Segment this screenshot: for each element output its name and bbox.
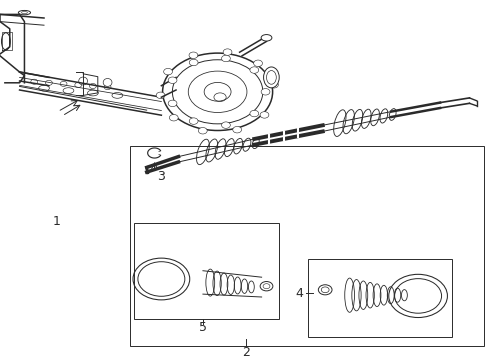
Ellipse shape [79,77,87,85]
Circle shape [89,84,96,89]
Ellipse shape [263,67,279,88]
Circle shape [45,80,52,85]
Circle shape [156,92,164,99]
Circle shape [189,52,198,58]
Circle shape [221,55,230,62]
Text: 1: 1 [52,215,60,228]
Circle shape [168,100,177,107]
Ellipse shape [87,90,98,96]
Text: 2: 2 [242,346,249,359]
Bar [134,223,278,319]
Ellipse shape [39,85,49,91]
Bar [307,259,451,337]
Circle shape [253,60,262,67]
Circle shape [189,118,198,124]
Circle shape [232,126,241,133]
Ellipse shape [261,35,271,41]
Text: 3: 3 [157,170,165,183]
Ellipse shape [112,93,122,98]
Circle shape [198,127,207,134]
Ellipse shape [103,78,112,86]
Circle shape [31,79,38,84]
Circle shape [168,77,177,84]
Ellipse shape [63,88,74,94]
Circle shape [249,67,258,73]
Circle shape [169,114,178,121]
Circle shape [260,112,268,118]
Circle shape [223,49,231,55]
Circle shape [163,68,172,75]
Circle shape [221,122,230,129]
Ellipse shape [19,10,30,15]
Circle shape [249,110,258,117]
Circle shape [269,82,278,88]
Circle shape [261,89,269,95]
Circle shape [189,59,198,66]
Bar [129,146,483,346]
Text: 5: 5 [199,321,206,334]
Ellipse shape [162,53,272,130]
Circle shape [60,81,67,86]
Circle shape [75,82,81,87]
Text: 4: 4 [295,287,303,300]
Ellipse shape [172,60,263,124]
Circle shape [104,85,111,90]
